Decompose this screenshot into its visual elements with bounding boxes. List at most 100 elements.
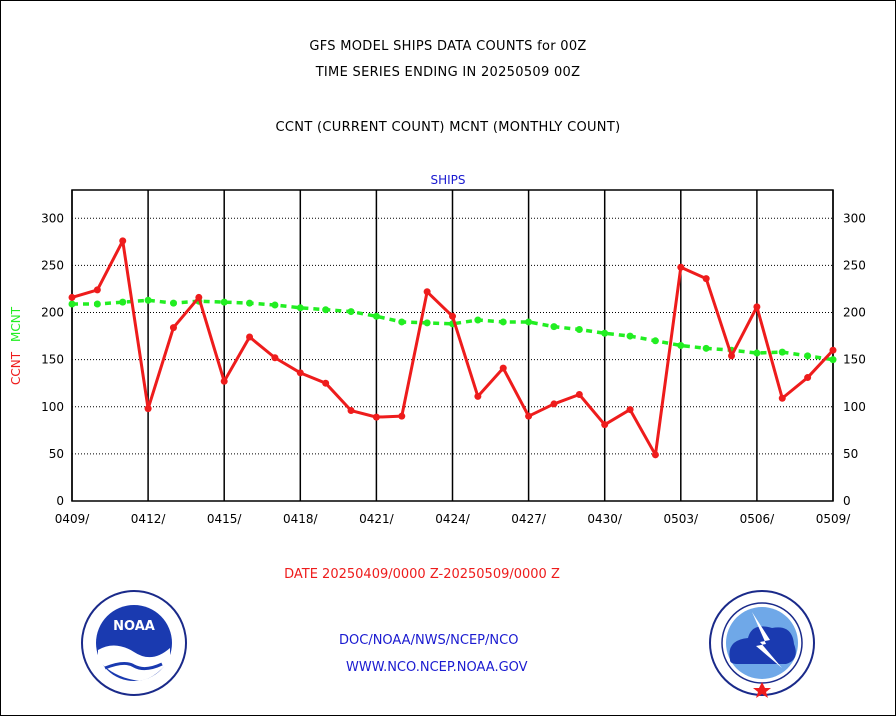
y-tick-label-right: 150 — [843, 353, 866, 367]
data-point-mcnt — [601, 329, 609, 337]
data-point-ccnt — [702, 275, 710, 283]
y-tick-label-right: 0 — [843, 494, 851, 508]
data-point-ccnt — [525, 412, 533, 420]
data-point-mcnt — [677, 342, 685, 349]
data-point-ccnt — [728, 352, 736, 360]
plot-area-border — [71, 189, 834, 502]
y-tick-label-right: 250 — [843, 258, 866, 272]
y-tick-label-right: 100 — [843, 400, 866, 414]
x-tick-label: 0509/ — [816, 512, 852, 526]
y-axis-label-ccnt: CCNT — [9, 351, 23, 385]
data-point-ccnt — [169, 324, 177, 332]
data-point-ccnt — [449, 312, 456, 320]
x-tick-label: 0409/ — [55, 512, 91, 526]
data-point-ccnt — [347, 407, 355, 415]
data-point-mcnt — [322, 306, 330, 314]
data-point-ccnt — [220, 377, 228, 385]
data-point-mcnt — [499, 318, 507, 326]
x-tick-label: 0415/ — [207, 512, 243, 526]
x-tick-label: 0430/ — [587, 512, 623, 526]
footer-url[interactable]: WWW.NCO.NCEP.NOAA.GOV — [346, 660, 528, 675]
data-point-ccnt — [296, 369, 304, 377]
data-point-ccnt — [68, 293, 76, 301]
data-point-mcnt — [93, 300, 101, 308]
data-point-ccnt — [804, 374, 812, 382]
data-point-mcnt — [347, 308, 355, 316]
data-point-mcnt — [68, 300, 76, 308]
data-point-mcnt — [525, 318, 533, 326]
data-point-ccnt — [778, 394, 786, 402]
x-axis-label: DATE 20250409/0000 Z-20250509/0000 Z — [284, 567, 560, 582]
data-point-mcnt — [651, 337, 659, 345]
data-point-mcnt — [119, 298, 127, 306]
y-tick-label-left: 0 — [56, 494, 64, 508]
series — [68, 237, 837, 459]
x-tick-label: 0427/ — [511, 512, 547, 526]
data-point-ccnt — [753, 303, 761, 311]
x-tick-label: 0412/ — [131, 512, 167, 526]
data-point-ccnt — [651, 451, 659, 459]
nws-logo — [709, 590, 815, 698]
data-point-mcnt — [246, 299, 254, 307]
x-tick-label: 0506/ — [740, 512, 776, 526]
data-point-mcnt — [398, 318, 406, 326]
y-tick-label-left: 150 — [41, 353, 64, 367]
data-point-mcnt — [778, 348, 786, 356]
y-tick-label-right: 300 — [843, 211, 866, 225]
data-point-ccnt — [474, 392, 482, 400]
data-point-ccnt — [423, 288, 431, 296]
y-tick-label-left: 200 — [41, 306, 64, 320]
chart-legend-line: CCNT (CURRENT COUNT) MCNT (MONTHLY COUNT… — [275, 120, 621, 135]
data-point-mcnt — [474, 316, 482, 324]
data-point-ccnt — [322, 379, 330, 387]
data-point-mcnt — [550, 323, 558, 331]
axes: 0 0 50 50 100 100 150 150 200 200 250 250 300 300 0409… — [41, 189, 866, 526]
data-point-ccnt — [575, 391, 583, 399]
data-point-mcnt — [702, 344, 710, 352]
y-tick-label-right: 200 — [843, 306, 866, 320]
data-point-ccnt — [677, 263, 685, 271]
data-point-ccnt — [119, 237, 127, 245]
y-axis-label-mcnt: MCNT — [9, 306, 23, 342]
data-point-ccnt — [829, 346, 837, 354]
noaa-badge-text: NOAA — [113, 619, 155, 634]
data-point-mcnt — [372, 312, 380, 320]
data-point-mcnt — [829, 356, 837, 364]
y-tick-label-right: 50 — [843, 447, 858, 461]
data-point-ccnt — [601, 421, 609, 429]
data-point-mcnt — [753, 349, 761, 357]
data-point-mcnt — [423, 319, 431, 327]
footer-org: DOC/NOAA/NWS/NCEP/NCO — [339, 633, 519, 648]
x-tick-label: 0503/ — [664, 512, 700, 526]
chart-title-line2: TIME SERIES ENDING IN 20250509 00Z — [315, 65, 581, 80]
data-point-mcnt — [575, 325, 583, 333]
data-point-ccnt — [626, 406, 634, 414]
x-tick-label: 0418/ — [283, 512, 319, 526]
data-point-mcnt — [144, 296, 152, 304]
data-point-ccnt — [195, 293, 203, 301]
data-point-mcnt — [296, 304, 304, 312]
x-tick-label: 0421/ — [359, 512, 395, 526]
noaa-logo: NOAA — [81, 590, 187, 696]
data-point-ccnt — [144, 405, 152, 413]
data-point-mcnt — [169, 299, 177, 307]
y-tick-label-left: 300 — [41, 211, 64, 225]
data-point-ccnt — [499, 364, 507, 372]
data-point-mcnt — [626, 332, 634, 340]
plot-title: SHIPS — [430, 173, 465, 187]
data-point-ccnt — [246, 333, 254, 341]
grid — [71, 190, 834, 501]
data-point-mcnt — [804, 352, 812, 360]
y-tick-label-left: 50 — [49, 447, 64, 461]
y-tick-label-left: 250 — [41, 258, 64, 272]
data-point-ccnt — [372, 413, 380, 421]
data-point-mcnt — [271, 301, 279, 309]
data-point-ccnt — [398, 412, 406, 420]
data-point-ccnt — [271, 354, 279, 362]
data-point-ccnt — [550, 400, 558, 408]
chart-title-line1: GFS MODEL SHIPS DATA COUNTS for 00Z — [309, 39, 587, 54]
data-point-ccnt — [93, 286, 101, 294]
data-point-mcnt — [220, 298, 228, 306]
y-tick-label-left: 100 — [41, 400, 64, 414]
